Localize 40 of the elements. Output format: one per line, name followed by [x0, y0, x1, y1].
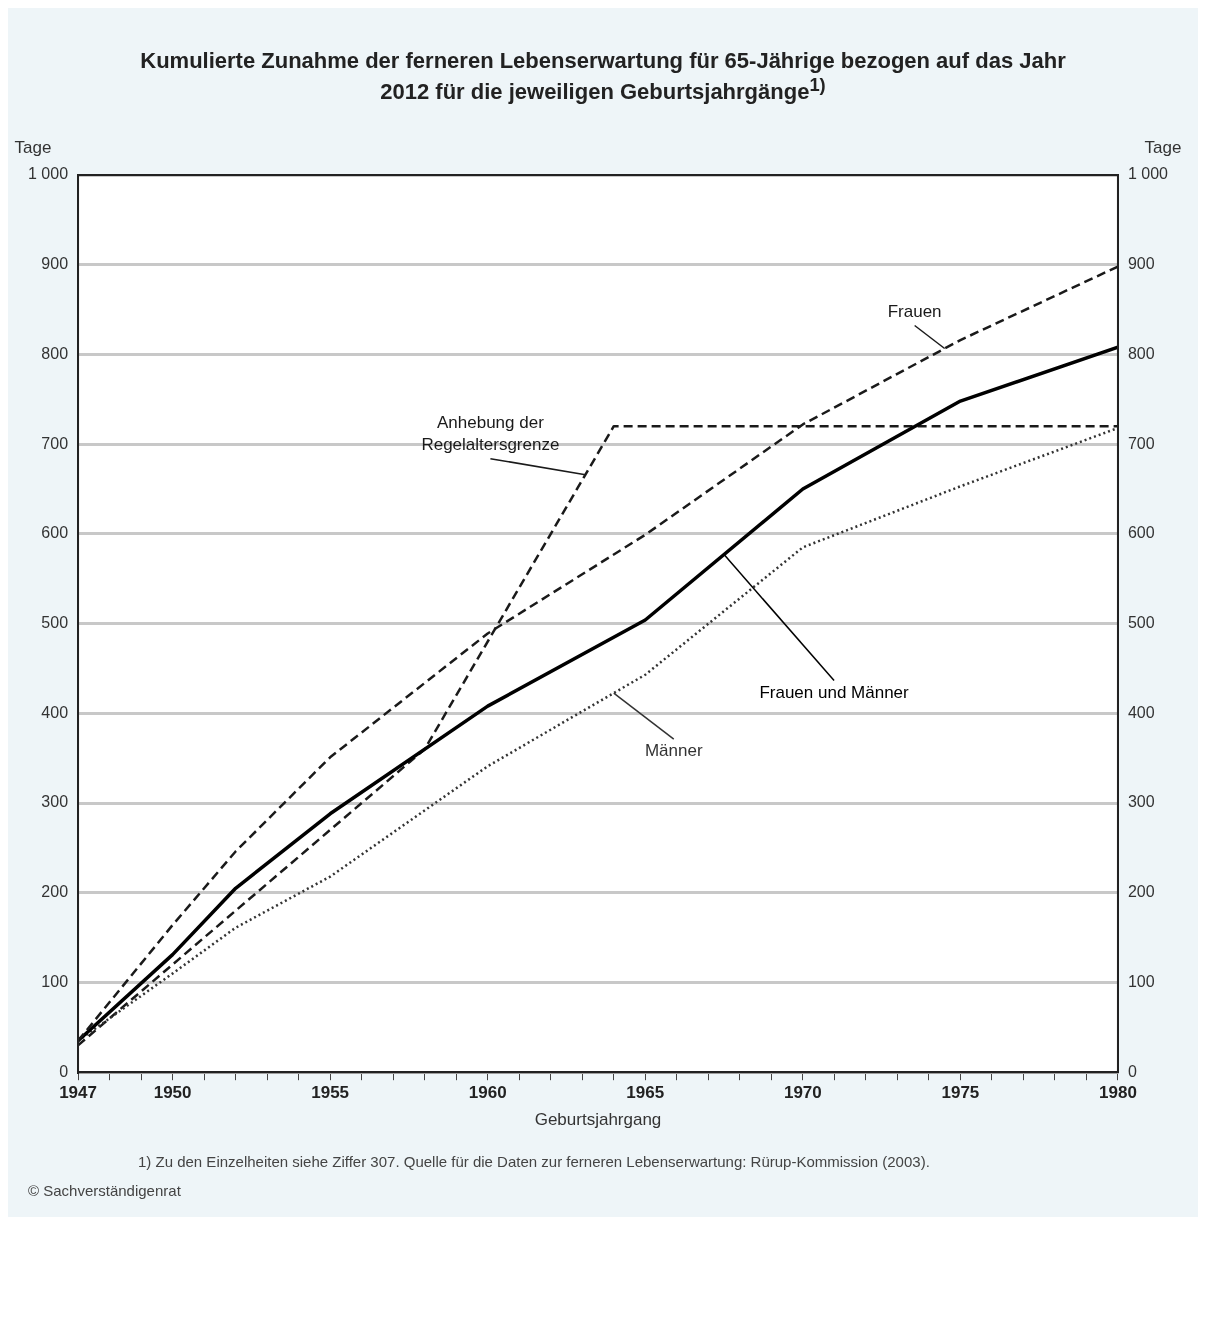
y-tick-label: 900	[41, 255, 69, 273]
series-label: Frauen	[887, 302, 942, 322]
x-axis-title: Geburtsjahrgang	[534, 1110, 662, 1130]
series-label: Anhebung der Regelaltersgrenze	[421, 413, 560, 455]
x-tick-label: 1980	[1099, 1083, 1137, 1103]
y-tick-label: 200	[41, 883, 69, 901]
x-tick-label: 1950	[153, 1083, 192, 1103]
y2-tick-label: 100	[1127, 973, 1155, 991]
x-tick-label: 1965	[626, 1083, 665, 1103]
x-tick-label: 1947	[59, 1083, 97, 1103]
y-tick-label: 1 000	[27, 165, 69, 183]
y2-tick-label: 0	[1127, 1062, 1137, 1080]
x-tick-label: 1960	[468, 1083, 507, 1103]
text: © Sachverständigenrat	[27, 1181, 182, 1202]
y-tick-label: 300	[41, 793, 69, 811]
y-tick-label: 0	[59, 1062, 69, 1080]
y2-tick-label: 800	[1127, 345, 1155, 363]
x-tick-label: 1975	[941, 1083, 980, 1103]
y2-tick-label: 900	[1127, 255, 1155, 273]
y-tick-label: 400	[41, 704, 69, 722]
text: 1) Zu den Einzelheiten siehe Ziffer 307. Quelle für die Daten zur ferneren Lebenserwartung: Rürup-Kommission (2003).	[137, 1152, 931, 1173]
y-axis-title: Tage	[14, 138, 52, 158]
text: Männer	[644, 741, 703, 761]
y2-axis-title: Tage	[1144, 138, 1182, 158]
x-tick-label: 1955	[311, 1083, 350, 1103]
y-tick-label: 600	[41, 524, 69, 542]
y2-tick-label: 500	[1127, 614, 1155, 632]
text: Frauen und Männer	[759, 683, 910, 703]
chart-title: Kumulierte Zunahme der ferneren Lebenserwartung für 65-Jährige bezogen auf das Jahr 2012 für die jeweiligen Geburtsjahrgänge$^{1)}$	[139, 47, 1067, 107]
x-tick-label: 1970	[783, 1083, 822, 1103]
y-tick-label: 100	[41, 973, 69, 991]
y-tick-label: 800	[41, 345, 69, 363]
y2-tick-label: 1 000	[1127, 165, 1169, 183]
y-tick-label: 500	[41, 614, 69, 632]
y2-tick-label: 400	[1127, 704, 1155, 722]
y2-tick-label: 200	[1127, 883, 1155, 901]
y2-tick-label: 600	[1127, 524, 1155, 542]
y-tick-label: 700	[41, 434, 69, 452]
y2-tick-label: 700	[1127, 434, 1155, 452]
y2-tick-label: 300	[1127, 793, 1155, 811]
